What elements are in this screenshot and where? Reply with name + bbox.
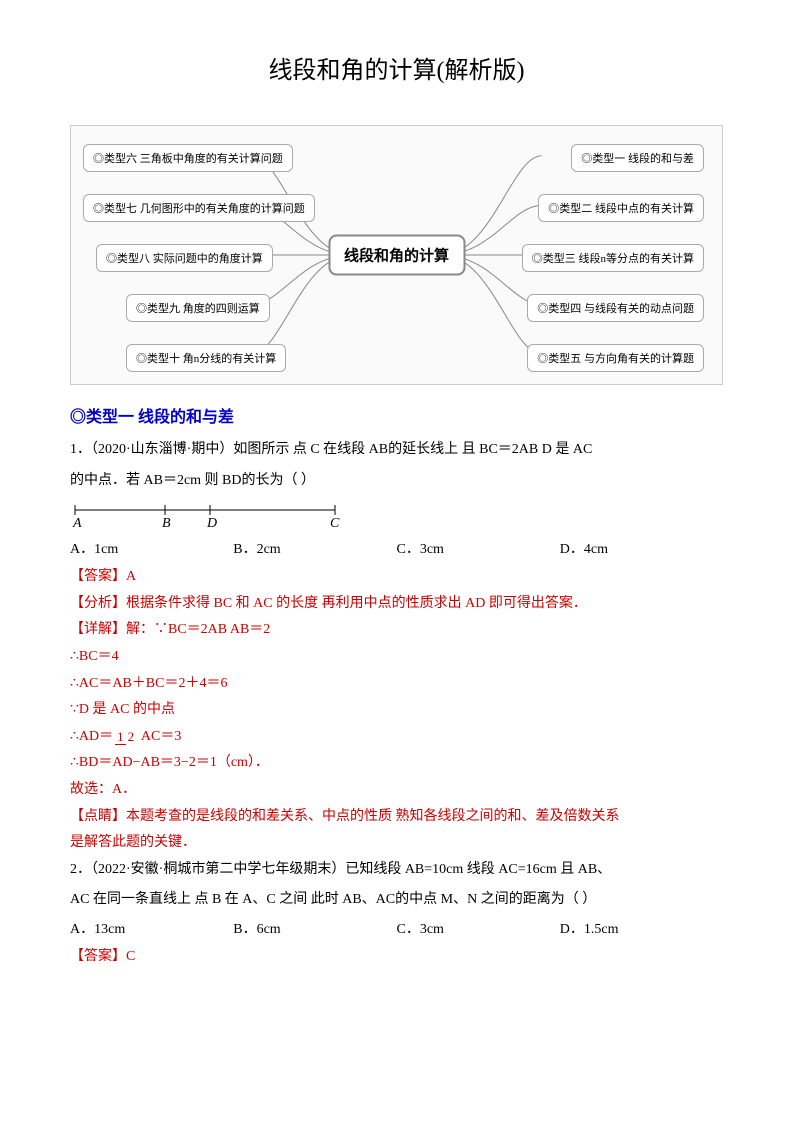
q1-detail-2: ∴BC＝4	[70, 644, 723, 671]
q2-options: A．13cm B．6cm C．3cm D．1.5cm	[70, 918, 723, 938]
q2-stem-line2: AC 在同一条直线上 点 B 在 A、C 之间 此时 AB、AC的中点 M、N …	[70, 887, 723, 914]
q1-detail-7: 故选：A．	[70, 777, 723, 804]
svg-text:C: C	[330, 516, 340, 530]
q1-point-2: 是解答此题的关键．	[70, 830, 723, 857]
svg-text:B: B	[162, 516, 171, 530]
q1-option-a: A．1cm	[70, 538, 233, 558]
mindmap-center-node: 线段和角的计算	[328, 235, 465, 276]
mindmap-container: 线段和角的计算 ◎类型六 三角板中角度的有关计算问题 ◎类型七 几何图形中的有关…	[70, 125, 723, 385]
q1-answer-label: 【答案】A	[70, 564, 723, 591]
q1-stem-line2: 的中点．若 AB＝2cm 则 BD的长为（ ）	[70, 468, 723, 495]
q2-option-b: B．6cm	[233, 918, 396, 938]
q1-detail-3: ∴AC＝AB＋BC＝2＋4＝6	[70, 671, 723, 698]
q1-point-1: 【点睛】本题考查的是线段的和差关系、中点的性质 熟知各线段之间的和、差及倍数关系	[70, 804, 723, 831]
q2-option-c: C．3cm	[397, 918, 560, 938]
q1-option-b: B．2cm	[233, 538, 396, 558]
mindmap-node-left-1: ◎类型七 几何图形中的有关角度的计算问题	[83, 194, 315, 222]
mindmap-node-right-1: ◎类型二 线段中点的有关计算	[538, 194, 704, 222]
mindmap-node-left-3: ◎类型九 角度的四则运算	[126, 294, 270, 322]
q1-analysis: 【分析】根据条件求得 BC 和 AC 的长度 再利用中点的性质求出 AD 即可得…	[70, 591, 723, 618]
q1-solution: 【答案】A 【分析】根据条件求得 BC 和 AC 的长度 再利用中点的性质求出 …	[70, 564, 723, 857]
mindmap-node-right-0: ◎类型一 线段的和与差	[571, 144, 704, 172]
section-heading: ◎类型一 线段的和与差	[70, 403, 723, 427]
q2-option-d: D．1.5cm	[560, 918, 723, 938]
q2-stem-line1: 2．（2022·安徽·桐城市第二中学七年级期末）已知线段 AB=10cm 线段 …	[70, 857, 723, 884]
q2-option-a: A．13cm	[70, 918, 233, 938]
mindmap-node-right-2: ◎类型三 线段n等分点的有关计算	[522, 244, 704, 272]
mindmap-node-left-2: ◎类型八 实际问题中的角度计算	[96, 244, 273, 272]
q1-detail-6: ∴BD＝AD−AB＝3−2＝1（cm）．	[70, 750, 723, 777]
svg-text:A: A	[72, 516, 82, 530]
q1-option-c: C．3cm	[397, 538, 560, 558]
mindmap-node-right-4: ◎类型五 与方向角有关的计算题	[527, 344, 704, 372]
q1-option-d: D．4cm	[560, 538, 723, 558]
q1-stem-line1: 1．（2020·山东淄博·期中）如图所示 点 C 在线段 AB的延长线上 且 B…	[70, 437, 723, 464]
svg-text:D: D	[206, 516, 217, 530]
q1-line-diagram: A B D C	[70, 500, 723, 530]
page-title: 线段和角的计算(解析版)	[70, 50, 723, 85]
mindmap-node-right-3: ◎类型四 与线段有关的动点问题	[527, 294, 704, 322]
q1-detail-5b: AC＝3	[138, 729, 181, 744]
q1-detail-5: ∴AD＝12 AC＝3	[70, 724, 723, 751]
mindmap-node-left-4: ◎类型十 角n分线的有关计算	[126, 344, 286, 372]
q1-options: A．1cm B．2cm C．3cm D．4cm	[70, 538, 723, 558]
fraction-half: 12	[115, 730, 136, 743]
q1-detail-4: ∵D 是 AC 的中点	[70, 697, 723, 724]
q1-detail-1: 【详解】解：∵BC＝2AB AB＝2	[70, 617, 723, 644]
q2-answer-label: 【答案】C	[70, 944, 723, 971]
mindmap-node-left-0: ◎类型六 三角板中角度的有关计算问题	[83, 144, 293, 172]
q1-detail-5a: ∴AD＝	[70, 729, 113, 744]
